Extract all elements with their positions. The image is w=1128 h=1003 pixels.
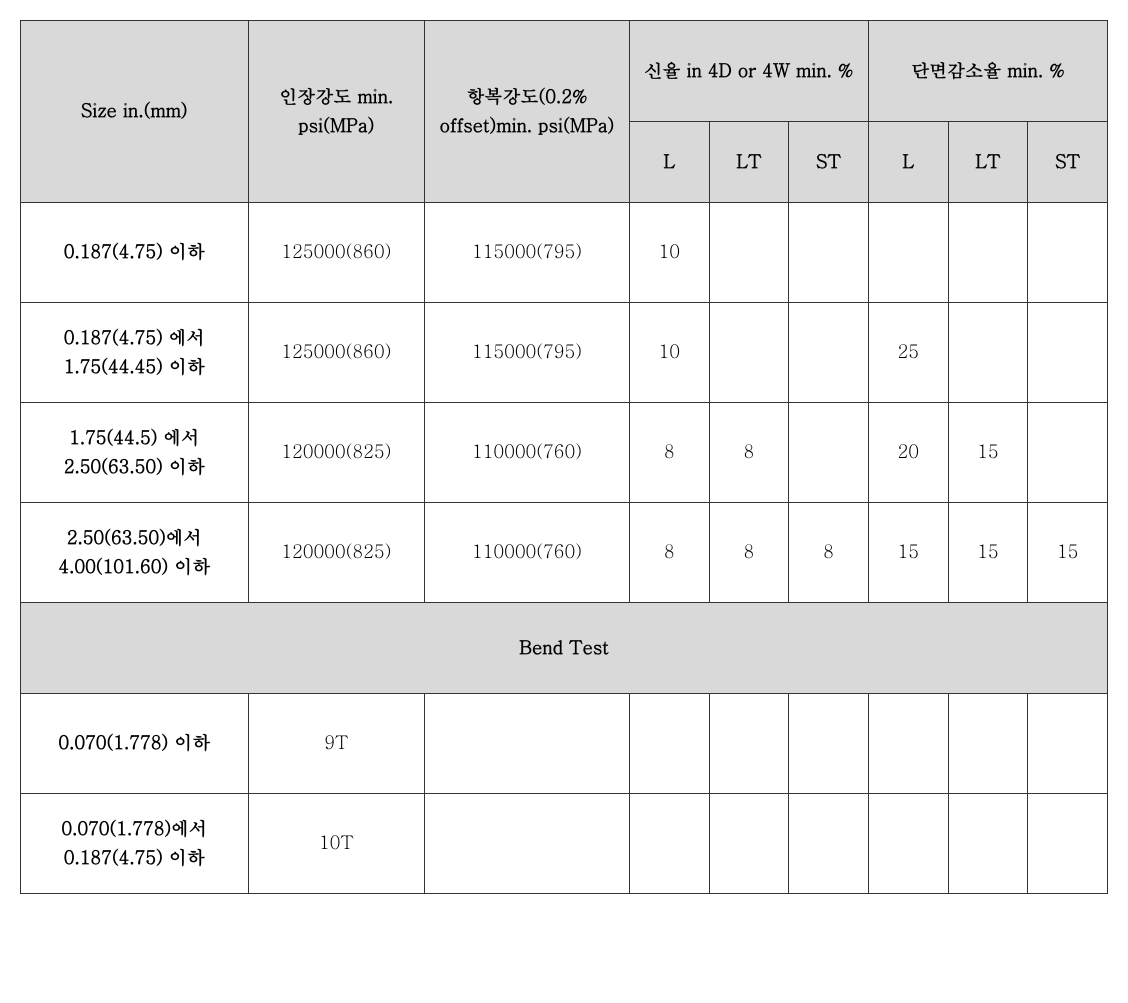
cell-tensile: 120000(825)	[248, 503, 424, 603]
table-row: 1.75(44.5) 에서 2.50(63.50) 이하 120000(825)…	[21, 403, 1108, 503]
cell-size: 0.187(4.75) 에서 1.75(44.45) 이하	[21, 303, 249, 403]
cell-e-l: 8	[629, 403, 709, 503]
col-red-lt: LT	[948, 122, 1028, 203]
col-reduction: 단면감소율 min. %	[868, 21, 1107, 122]
cell-size: 2.50(63.50)에서 4.00(101.60) 이하	[21, 503, 249, 603]
cell-e-lt	[709, 303, 789, 403]
cell-tensile: 9T	[248, 694, 424, 794]
cell-e-l: 10	[629, 303, 709, 403]
table-header: Size in.(mm) 인장강도 min. psi(MPa) 항복강도(0.2…	[21, 21, 1108, 203]
cell-r-l: 15	[868, 503, 948, 603]
cell-tensile: 125000(860)	[248, 203, 424, 303]
col-elongation: 신율 in 4D or 4W min. %	[629, 21, 868, 122]
bend-test-header: Bend Test	[21, 603, 1108, 694]
col-yield: 항복강도(0.2% offset)min. psi(MPa)	[425, 21, 630, 203]
cell-r-lt	[948, 303, 1028, 403]
cell-r-st	[1028, 203, 1108, 303]
cell-empty	[948, 794, 1028, 894]
cell-tensile: 10T	[248, 794, 424, 894]
cell-r-st	[1028, 303, 1108, 403]
cell-e-st	[789, 203, 869, 303]
cell-e-st	[789, 403, 869, 503]
cell-empty	[425, 694, 630, 794]
table-row: 0.187(4.75) 이하 125000(860) 115000(795) 1…	[21, 203, 1108, 303]
col-size: Size in.(mm)	[21, 21, 249, 203]
cell-yield: 110000(760)	[425, 403, 630, 503]
cell-e-l: 10	[629, 203, 709, 303]
cell-tensile: 125000(860)	[248, 303, 424, 403]
cell-empty	[868, 794, 948, 894]
cell-empty	[868, 694, 948, 794]
col-elong-lt: LT	[709, 122, 789, 203]
cell-r-l: 20	[868, 403, 948, 503]
cell-e-lt: 8	[709, 503, 789, 603]
cell-r-l	[868, 203, 948, 303]
col-elong-st: ST	[789, 122, 869, 203]
col-elong-l: L	[629, 122, 709, 203]
table-body: 0.187(4.75) 이하 125000(860) 115000(795) 1…	[21, 203, 1108, 894]
cell-tensile: 120000(825)	[248, 403, 424, 503]
cell-size: 0.070(1.778)에서 0.187(4.75) 이하	[21, 794, 249, 894]
cell-empty	[948, 694, 1028, 794]
table-row: 0.070(1.778)에서 0.187(4.75) 이하 10T	[21, 794, 1108, 894]
cell-empty	[629, 794, 709, 894]
cell-r-lt	[948, 203, 1028, 303]
cell-size: 0.070(1.778) 이하	[21, 694, 249, 794]
cell-empty	[1028, 694, 1108, 794]
col-red-st: ST	[1028, 122, 1108, 203]
table-row: 0.070(1.778) 이하 9T	[21, 694, 1108, 794]
cell-r-lt: 15	[948, 403, 1028, 503]
cell-yield: 110000(760)	[425, 503, 630, 603]
cell-empty	[425, 794, 630, 894]
cell-yield: 115000(795)	[425, 203, 630, 303]
cell-e-l: 8	[629, 503, 709, 603]
table-row: 2.50(63.50)에서 4.00(101.60) 이하 120000(825…	[21, 503, 1108, 603]
col-tensile: 인장강도 min. psi(MPa)	[248, 21, 424, 203]
spec-table: Size in.(mm) 인장강도 min. psi(MPa) 항복강도(0.2…	[20, 20, 1108, 894]
cell-e-lt	[709, 203, 789, 303]
cell-empty	[629, 694, 709, 794]
cell-size: 0.187(4.75) 이하	[21, 203, 249, 303]
section-row: Bend Test	[21, 603, 1108, 694]
table-row: 0.187(4.75) 에서 1.75(44.45) 이하 125000(860…	[21, 303, 1108, 403]
cell-empty	[709, 794, 789, 894]
cell-r-st: 15	[1028, 503, 1108, 603]
cell-r-l: 25	[868, 303, 948, 403]
cell-e-lt: 8	[709, 403, 789, 503]
cell-e-st	[789, 303, 869, 403]
cell-r-lt: 15	[948, 503, 1028, 603]
cell-empty	[789, 694, 869, 794]
cell-size: 1.75(44.5) 에서 2.50(63.50) 이하	[21, 403, 249, 503]
cell-empty	[789, 794, 869, 894]
cell-e-st: 8	[789, 503, 869, 603]
cell-yield: 115000(795)	[425, 303, 630, 403]
cell-r-st	[1028, 403, 1108, 503]
cell-empty	[1028, 794, 1108, 894]
col-red-l: L	[868, 122, 948, 203]
cell-empty	[709, 694, 789, 794]
